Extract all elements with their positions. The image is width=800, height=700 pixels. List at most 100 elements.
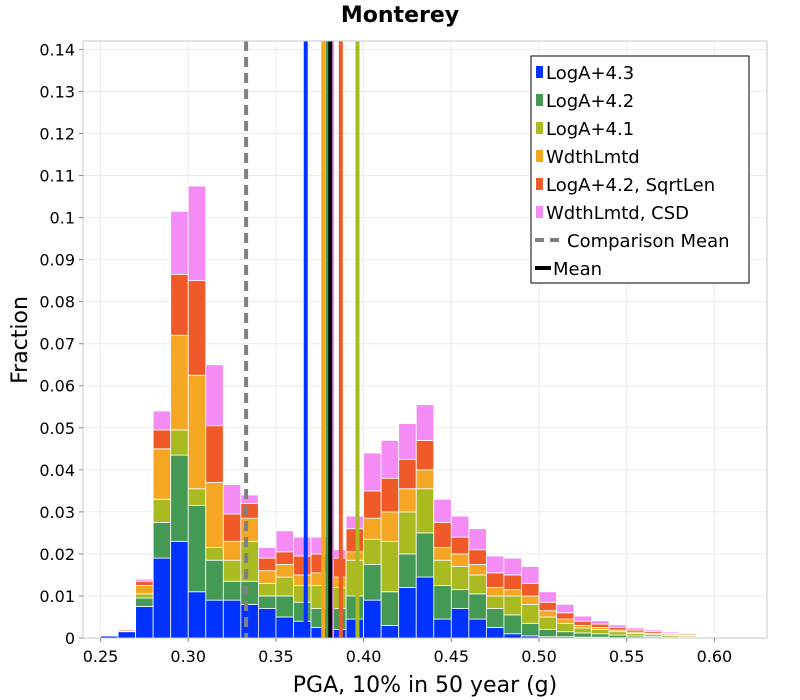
bar-segment — [345, 618, 365, 639]
bar-segment — [205, 482, 224, 549]
y-tick-label: 0 — [65, 629, 75, 648]
bar-segment — [485, 595, 505, 609]
bar-segment — [363, 490, 382, 519]
bar-segment — [117, 631, 137, 639]
bar-segment — [275, 576, 294, 597]
bar-segment — [433, 618, 452, 639]
legend: LogA+4.3 LogA+4.2 LogA+4.1 WdthLmtd LogA+4.2… — [530, 55, 750, 284]
bar-segment — [257, 595, 277, 609]
bar-segment — [433, 585, 452, 620]
bar-segment — [345, 551, 365, 561]
bar-segment — [485, 572, 505, 588]
bar-segment — [450, 589, 470, 609]
bar-segment — [170, 334, 189, 431]
y-tick-label: 0.1 — [50, 209, 75, 228]
x-tick-label: 0.30 — [170, 647, 206, 666]
bar-segment — [222, 599, 242, 639]
plot-area-frame — [82, 40, 768, 639]
bar-segment — [222, 513, 242, 542]
x-tick-label: 0.60 — [697, 647, 733, 666]
bar-segment — [257, 608, 277, 639]
y-tick-label: 0.09 — [39, 251, 75, 270]
bar-segment — [538, 591, 557, 603]
y-tick-label: 0.11 — [39, 167, 75, 186]
bar-segment — [573, 627, 593, 634]
bar-segment — [415, 532, 435, 578]
chart-title: Monterey — [341, 3, 459, 28]
bar-segment — [170, 273, 189, 336]
legend-swatch — [536, 122, 543, 134]
bar-segment — [257, 570, 277, 584]
bar-segment — [275, 564, 294, 578]
bar-segment — [257, 547, 277, 559]
bar-segment — [591, 620, 610, 625]
bar-segment — [468, 593, 487, 620]
bar-segment — [485, 587, 505, 597]
bar-segment — [521, 603, 540, 624]
bar-segment — [152, 521, 172, 559]
bar-segment — [152, 410, 172, 431]
bar-segment — [398, 553, 417, 588]
bar-segment — [521, 622, 540, 637]
bar-segment — [205, 364, 224, 427]
bar-segment — [187, 591, 207, 639]
y-tick-label: 0.03 — [39, 503, 75, 522]
bar-segment — [626, 627, 645, 631]
bar-segment — [503, 589, 522, 597]
bar-segment — [398, 458, 417, 490]
bar-segment — [363, 452, 382, 492]
bar-segment — [345, 515, 365, 530]
bar-segment — [222, 540, 242, 561]
bar-segment — [240, 540, 259, 582]
x-tick-label: 0.45 — [433, 647, 469, 666]
bar-segment — [345, 559, 365, 597]
bar-segment — [415, 576, 435, 639]
bar-segment — [521, 566, 540, 584]
bar-segment — [678, 632, 698, 635]
legend-swatch — [536, 150, 543, 162]
bar-segment — [468, 574, 487, 595]
legend-label: Comparison Mean — [567, 231, 730, 252]
bar-segment — [450, 566, 470, 591]
bar-segment — [135, 597, 154, 607]
bar-segment — [398, 423, 417, 460]
bar-segment — [503, 614, 522, 635]
y-tick-label: 0.04 — [39, 461, 75, 480]
legend-label: LogA+4.1 — [546, 119, 634, 140]
bar-segment — [468, 618, 487, 639]
bar-segment — [275, 530, 294, 553]
bar-segment — [661, 631, 680, 634]
y-axis-ticks: 0 0.01 0.02 0.03 0.04 0.05 0.06 0.07 0.08 0.09 0.1… — [39, 40, 83, 648]
x-tick-label: 0.55 — [609, 647, 645, 666]
bar-segment — [187, 185, 207, 282]
bar-segment — [152, 429, 172, 450]
bar-segment — [135, 585, 154, 595]
bar-segment — [433, 521, 452, 549]
bar-segment — [380, 591, 400, 626]
bar-segment — [468, 528, 487, 551]
bar-segment — [135, 606, 154, 639]
x-axis-label: PGA, 10% in 50 year (g) — [293, 673, 557, 698]
bar-segment — [205, 599, 224, 639]
bar-segment — [363, 564, 382, 601]
bar-segment — [222, 559, 242, 582]
bar-segment — [170, 210, 189, 275]
bar-segment — [398, 587, 417, 639]
bar-segment — [696, 634, 715, 636]
bar-segment — [538, 629, 557, 638]
bar-segment — [556, 618, 575, 624]
bar-segment — [415, 404, 435, 441]
bar-segment — [293, 574, 312, 586]
bar-segment — [485, 555, 505, 574]
bar-segment — [293, 620, 312, 639]
bar-segment — [187, 488, 207, 506]
bar-segment — [363, 538, 382, 565]
y-tick-label: 0.05 — [39, 419, 75, 438]
bar-segment — [205, 425, 224, 483]
legend-label: WdthLmtd — [546, 147, 640, 168]
bar-segment — [433, 498, 452, 523]
bar-segment — [363, 517, 382, 540]
bar-segment — [135, 593, 154, 599]
bar-segment — [257, 582, 277, 597]
